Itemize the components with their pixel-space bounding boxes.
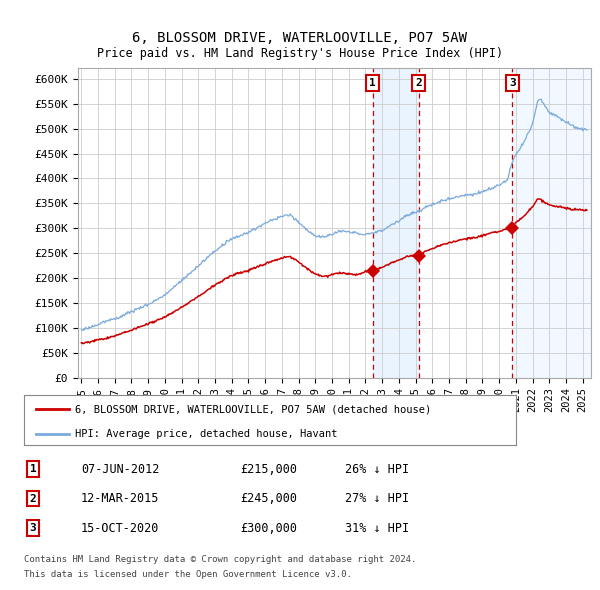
Text: £245,000: £245,000 [240, 492, 297, 505]
Text: 31% ↓ HPI: 31% ↓ HPI [345, 522, 409, 535]
Bar [512, 68, 591, 378]
Text: 1: 1 [29, 464, 37, 474]
Text: 1: 1 [370, 78, 376, 88]
Text: Contains HM Land Registry data © Crown copyright and database right 2024.: Contains HM Land Registry data © Crown c… [24, 555, 416, 563]
Text: £300,000: £300,000 [240, 522, 297, 535]
Text: This data is licensed under the Open Government Licence v3.0.: This data is licensed under the Open Gov… [24, 570, 352, 579]
Text: 2: 2 [29, 494, 37, 503]
Text: 26% ↓ HPI: 26% ↓ HPI [345, 463, 409, 476]
Text: 2: 2 [415, 78, 422, 88]
Text: 12-MAR-2015: 12-MAR-2015 [81, 492, 160, 505]
Text: 6, BLOSSOM DRIVE, WATERLOOVILLE, PO7 5AW: 6, BLOSSOM DRIVE, WATERLOOVILLE, PO7 5AW [133, 31, 467, 45]
Text: £215,000: £215,000 [240, 463, 297, 476]
Text: HPI: Average price, detached house, Havant: HPI: Average price, detached house, Hava… [75, 430, 337, 440]
Bar [373, 68, 419, 378]
Text: Price paid vs. HM Land Registry's House Price Index (HPI): Price paid vs. HM Land Registry's House … [97, 47, 503, 60]
Text: 07-JUN-2012: 07-JUN-2012 [81, 463, 160, 476]
Text: 27% ↓ HPI: 27% ↓ HPI [345, 492, 409, 505]
Text: 6, BLOSSOM DRIVE, WATERLOOVILLE, PO7 5AW (detached house): 6, BLOSSOM DRIVE, WATERLOOVILLE, PO7 5AW… [75, 404, 431, 414]
Text: 3: 3 [509, 78, 515, 88]
Text: 15-OCT-2020: 15-OCT-2020 [81, 522, 160, 535]
Text: 3: 3 [29, 523, 37, 533]
